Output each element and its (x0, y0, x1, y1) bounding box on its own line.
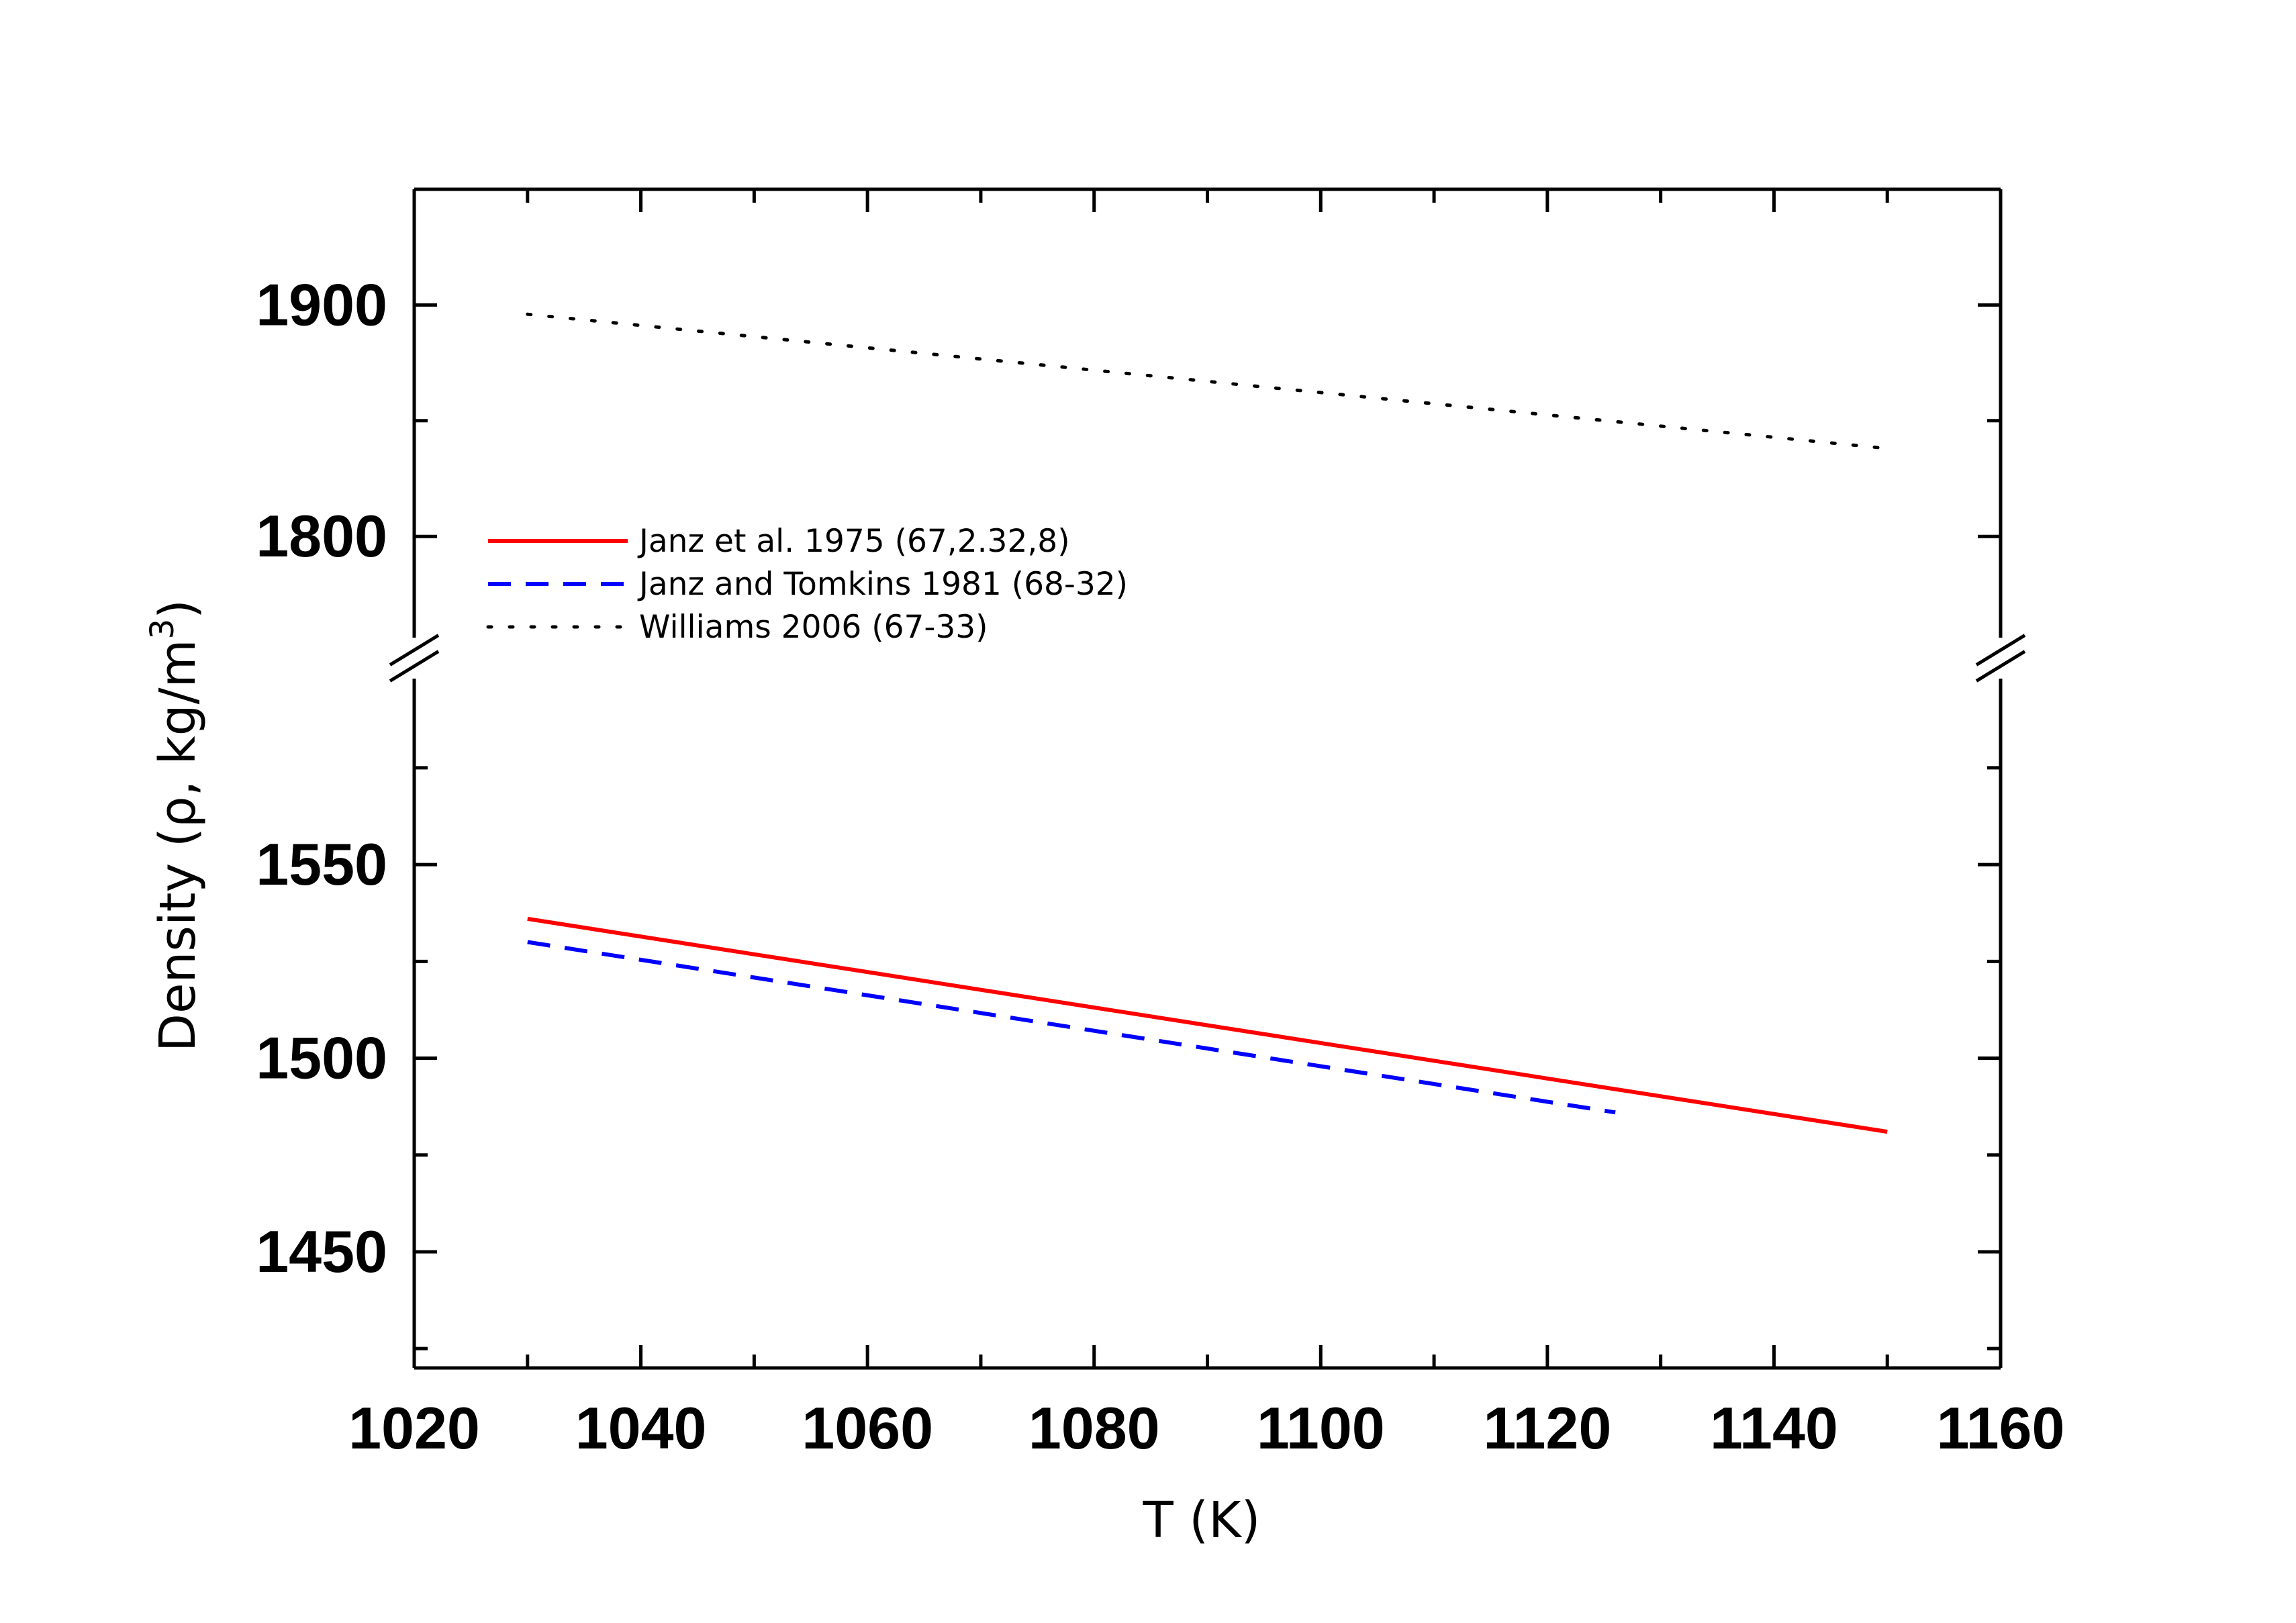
break-slash-left-2 (389, 650, 440, 683)
y-tick-label-1800: 1800 (256, 503, 387, 569)
y-tick-label-1450: 1450 (256, 1218, 387, 1285)
series-line-1 (527, 916, 1888, 1134)
y-tick-label-1550: 1550 (256, 831, 387, 897)
plot-frame (412, 187, 2003, 1370)
y-axis-title-close: ) (149, 599, 207, 619)
x-tick-label-1120: 1120 (1483, 1395, 1611, 1461)
legend-label-1: Janz et al. 1975 (67,2.32,8) (637, 523, 1070, 560)
series-line-2 (527, 940, 1616, 1115)
x-tick-label-1020: 1020 (348, 1395, 480, 1461)
break-slash-right-1 (1975, 634, 2026, 667)
axis-ticks (412, 189, 2003, 1368)
legend-label-2: Janz and Tomkins 1981 (68-32) (637, 566, 1128, 603)
y-axis-title-main: Density (ρ, kg/m (149, 639, 207, 1052)
y-axis-title: Density (ρ, kg/m3) (144, 599, 207, 1052)
axis-break-marks (389, 634, 2026, 683)
y-tick-label-1900: 1900 (256, 271, 387, 338)
tick-labels: 1020 1040 1060 1080 1100 1120 1140 1160 1450 1500… (256, 271, 2064, 1461)
x-tick-label-1160: 1160 (1937, 1395, 2065, 1461)
legend: Janz et al. 1975 (67,2.32,8) Janz and Tom… (486, 523, 1128, 646)
y-axis-title-superscript: 3 (144, 619, 181, 640)
legend-label-3: Williams 2006 (67-33) (639, 609, 988, 646)
y-tick-label-1500: 1500 (256, 1025, 387, 1091)
x-tick-label-1060: 1060 (802, 1395, 933, 1461)
break-gap-left (412, 654, 417, 662)
break-slash-right-2 (1975, 650, 2026, 683)
series-lines (526, 312, 1889, 1134)
x-axis-title: T (K) (1143, 1491, 1261, 1549)
break-slash-left-1 (389, 634, 440, 667)
series-line-3 (526, 312, 1889, 450)
x-tick-label-1100: 1100 (1257, 1395, 1385, 1461)
break-gap-right (1998, 654, 2003, 662)
x-tick-label-1140: 1140 (1710, 1395, 1838, 1461)
x-tick-label-1080: 1080 (1029, 1395, 1160, 1461)
x-tick-label-1040: 1040 (575, 1395, 707, 1461)
